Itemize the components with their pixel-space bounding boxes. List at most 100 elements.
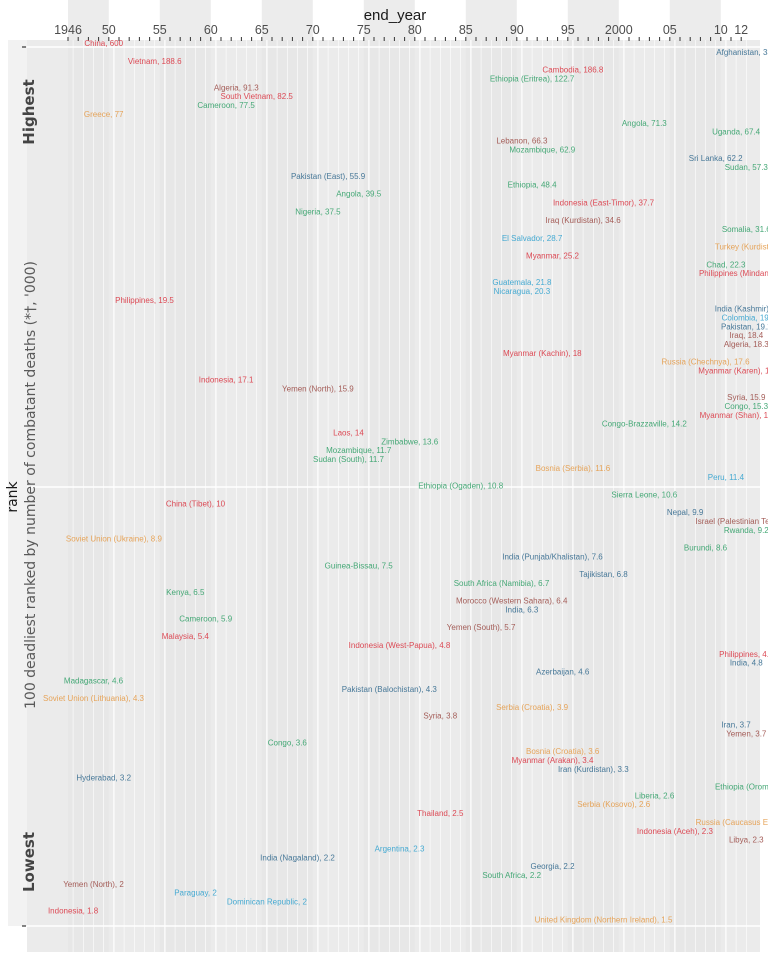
- conflict-label: Pakistan, 19.2: [721, 322, 768, 331]
- conflict-label: Turkey (Kurdistan: [715, 243, 768, 252]
- conflict-label: Guinea-Bissau, 7.5: [325, 561, 394, 570]
- x-tick-label: 10: [714, 23, 728, 37]
- x-tick-label: 1946: [54, 23, 82, 37]
- conflict-label: Georgia, 2.2: [530, 862, 575, 871]
- conflict-label: Thailand, 2.5: [417, 809, 464, 818]
- conflict-label: Morocco (Western Sahara), 6.4: [456, 597, 568, 606]
- conflict-label: Myanmar, 25.2: [526, 252, 579, 261]
- conflict-label: Algeria, 91.3: [214, 83, 259, 92]
- conflict-label: Russia (Chechnya), 17.6: [661, 358, 750, 367]
- x-tick-label: 95: [561, 23, 575, 37]
- x-tick-label: 55: [153, 23, 167, 37]
- conflict-label: Pakistan (East), 55.9: [291, 172, 366, 181]
- vertical-gridlines: [72, 40, 747, 952]
- conflict-label: Sudan, 57.3: [725, 163, 768, 172]
- conflict-label: El Salvador, 28.7: [502, 234, 563, 243]
- conflict-label: Myanmar (Karen), 17: [698, 367, 768, 376]
- y-axis-ticks: [22, 46, 26, 927]
- conflict-label: Colombia, 19.: [722, 313, 768, 322]
- conflict-label: Philippines, 4.8: [719, 650, 768, 659]
- conflict-label: Congo, 3.6: [268, 738, 308, 747]
- x-tick-label: 75: [357, 23, 371, 37]
- conflict-label: Argentina, 2.3: [375, 844, 425, 853]
- conflict-label: Iran, 3.7: [721, 721, 751, 730]
- conflict-label: Israel (Palestinian Terri: [695, 517, 768, 526]
- conflict-label: Uganda, 67.4: [712, 128, 761, 137]
- year-band: [669, 0, 721, 40]
- conflict-label: China (Tibet), 10: [166, 499, 226, 508]
- conflict-label: South Africa (Namibia), 6.7: [454, 579, 550, 588]
- conflict-label: Cambodia, 186.8: [542, 66, 603, 75]
- conflict-label: Sudan (South), 11.7: [313, 455, 385, 464]
- conflict-label: Yemen (North), 15.9: [282, 384, 354, 393]
- conflict-label: Myanmar (Kachin), 18: [503, 349, 582, 358]
- conflict-label: Soviet Union (Lithuania), 4.3: [43, 694, 145, 703]
- conflict-label: South Vietnam, 82.5: [221, 92, 294, 101]
- year-band: [363, 0, 415, 40]
- conflict-label: Syria, 3.8: [423, 712, 457, 721]
- conflict-label: Nicaragua, 20.3: [494, 287, 551, 296]
- facet-label-lowest: Lowest: [20, 832, 38, 892]
- x-tick-label: 60: [204, 23, 218, 37]
- conflict-label: Pakistan (Balochistan), 4.3: [342, 685, 438, 694]
- conflict-label: Nepal, 9.9: [667, 508, 704, 517]
- y-axis-title: rank: [5, 480, 21, 512]
- conflict-label: Nigeria, 37.5: [295, 207, 341, 216]
- conflict-label: Greece, 77: [84, 110, 124, 119]
- facet-strip: [8, 40, 27, 926]
- year-band: [465, 0, 517, 40]
- conflict-label: Indonesia, 17.1: [199, 375, 254, 384]
- conflict-label: Lebanon, 66.3: [496, 136, 548, 145]
- conflict-label: Guatemala, 21.8: [492, 278, 552, 287]
- conflict-label: Malaysia, 5.4: [162, 632, 210, 641]
- conflict-label: Liberia, 2.6: [635, 791, 675, 800]
- conflict-label: Philippines, 19.5: [115, 296, 174, 305]
- conflict-label: Yemen (North), 2: [63, 880, 124, 889]
- conflict-label: Paraguay, 2: [174, 889, 217, 898]
- x-tick-label: 70: [306, 23, 320, 37]
- conflict-label: Sierra Leone, 10.6: [611, 490, 677, 499]
- conflict-label: India (Punjab/Khalistan), 7.6: [502, 552, 603, 561]
- conflict-label: Indonesia, 1.8: [48, 906, 99, 915]
- conflict-label: Angola, 39.5: [336, 190, 381, 199]
- conflict-label: Madagascar, 4.6: [64, 676, 124, 685]
- conflict-label: Serbia (Kosovo), 2.6: [577, 800, 650, 809]
- conflict-label: India (Nagaland), 2.2: [260, 853, 335, 862]
- year-band: [159, 0, 211, 40]
- conflict-label: Mozambique, 62.9: [509, 145, 575, 154]
- conflict-label: Dominican Republic, 2: [227, 898, 308, 907]
- x-tick-label: 50: [102, 23, 116, 37]
- conflict-label: Rwanda, 9.2: [724, 526, 768, 535]
- conflict-label: Russia (Caucasus Emi: [696, 818, 768, 827]
- x-axis-ticks: 1946 50 55 60 65 70 75 80 85 90 95 2000 05 10 12: [54, 23, 748, 41]
- conflict-label: Peru, 11.4: [708, 473, 745, 482]
- conflict-label: Soviet Union (Ukraine), 8.9: [66, 535, 163, 544]
- conflict-label: Indonesia (West-Papua), 4.8: [349, 641, 451, 650]
- conflict-label: Afghanistan, 334: [716, 48, 768, 57]
- x-axis-title: end_year: [364, 7, 427, 24]
- conflict-label: Iraq (Kurdistan), 34.6: [546, 216, 622, 225]
- x-tick-label: 12: [734, 23, 748, 37]
- conflict-label: Ethiopia (Eritrea), 122.7: [490, 75, 575, 84]
- conflict-label: Angola, 71.3: [622, 119, 667, 128]
- conflict-label: India, 4.8: [730, 659, 763, 668]
- conflict-label: Cameroon, 77.5: [197, 101, 255, 110]
- conflict-label: Syria, 15.9: [727, 393, 766, 402]
- x-tick-label: 85: [459, 23, 473, 37]
- conflict-label: Hyderabad, 3.2: [76, 774, 131, 783]
- conflict-label: Azerbaijan, 4.6: [536, 667, 590, 676]
- x-tick-label: 90: [510, 23, 524, 37]
- conflict-label: Chad, 22.3: [706, 260, 746, 269]
- conflict-label: Iran (Kurdistan), 3.3: [558, 765, 629, 774]
- conflict-label: Libya, 2.3: [729, 836, 764, 845]
- conflict-label: Tajikistan, 6.8: [579, 570, 628, 579]
- year-band: [567, 0, 619, 40]
- top-year-bands: [68, 0, 721, 40]
- conflict-label: South Africa, 2.2: [482, 871, 541, 880]
- conflict-label: India (Kashmir), 1: [715, 305, 768, 314]
- conflict-label: Congo-Brazzaville, 14.2: [602, 420, 687, 429]
- conflict-label: Congo, 15.3: [725, 402, 768, 411]
- conflict-label: Algeria, 18.3: [724, 340, 768, 349]
- x-tick-label: 05: [663, 23, 677, 37]
